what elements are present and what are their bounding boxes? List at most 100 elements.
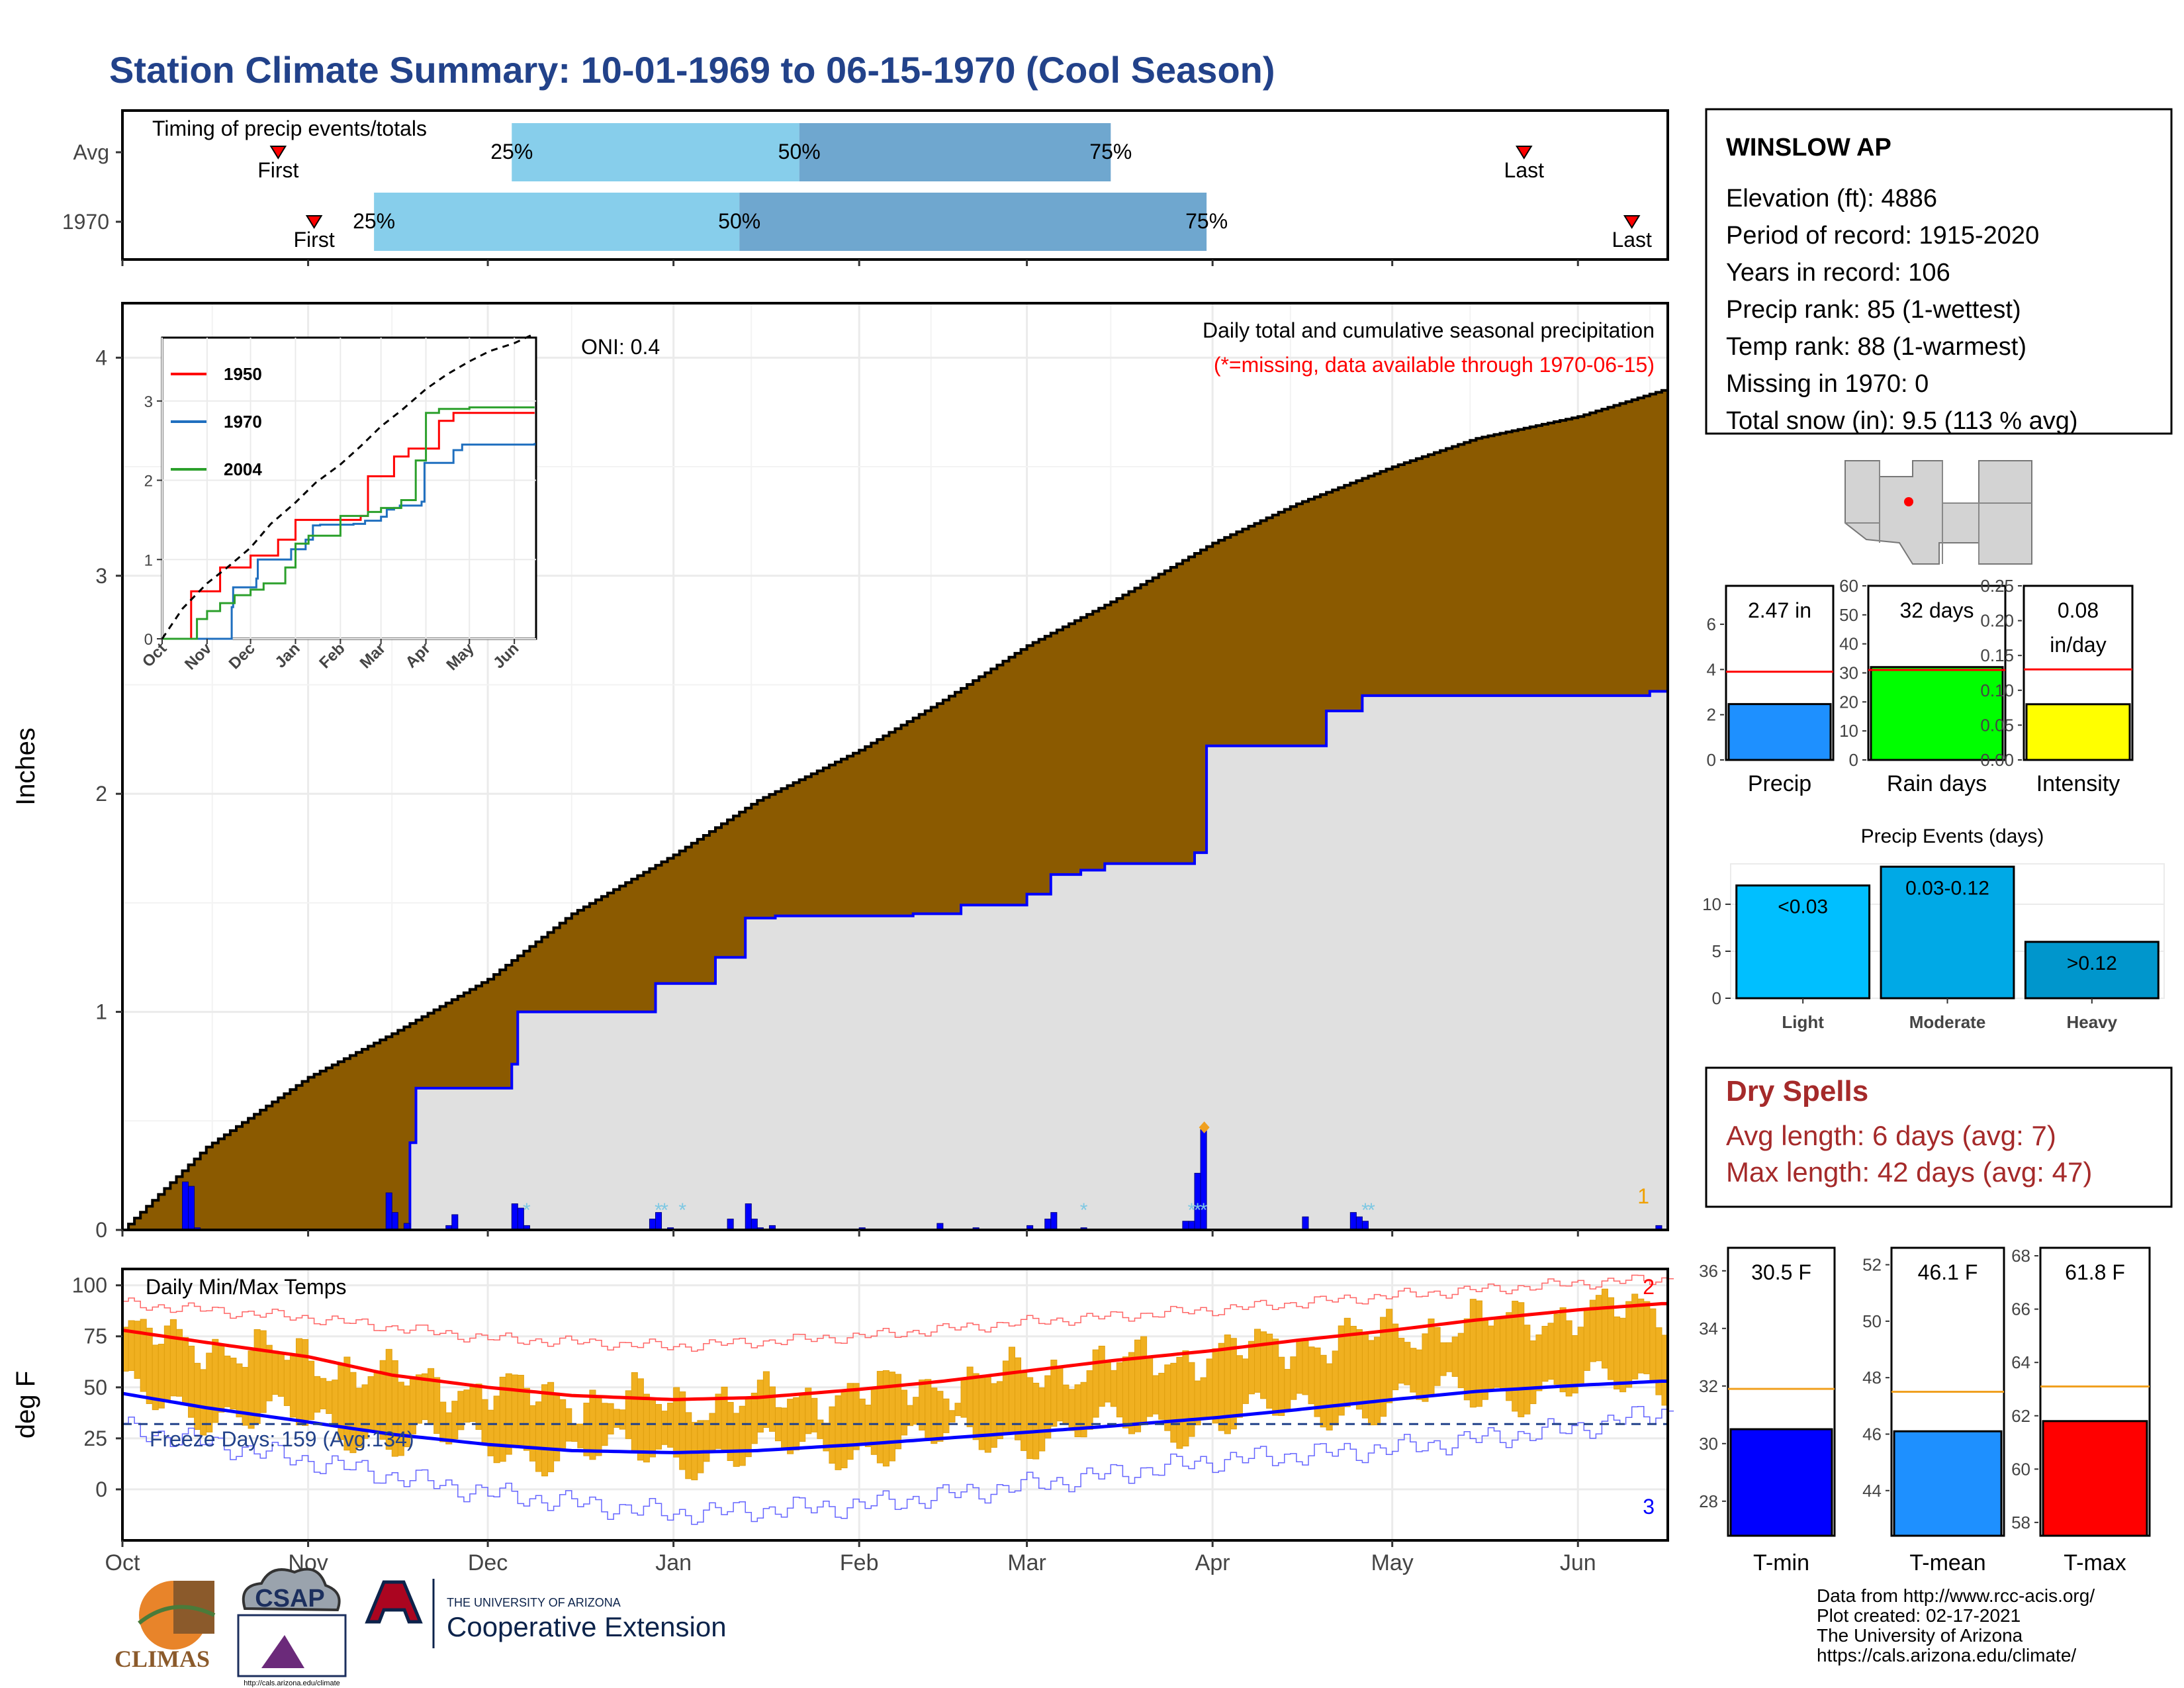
summary-bar-y-label: 0.10 bbox=[1980, 680, 2014, 700]
last-label: Last bbox=[1504, 158, 1545, 182]
ua-a-mark bbox=[365, 1580, 423, 1624]
avg-max-line bbox=[122, 1301, 1668, 1401]
daily-temp-bar bbox=[283, 1360, 291, 1406]
climas-swoosh bbox=[138, 1605, 216, 1625]
daily-temp-bar bbox=[511, 1374, 518, 1448]
daily-temp-bar bbox=[493, 1395, 500, 1464]
events-category-label: Light bbox=[1782, 1012, 1824, 1032]
daily-temp-bar bbox=[829, 1406, 836, 1464]
daily-temp-bar bbox=[661, 1411, 668, 1445]
daily-temp-bar bbox=[1481, 1319, 1488, 1400]
daily-precip-bar bbox=[182, 1182, 189, 1231]
oni-label: ONI: 0.4 bbox=[581, 335, 660, 359]
precip-axes: 0 1 2 3 4 bbox=[95, 346, 1579, 1242]
daily-temp-bar bbox=[1242, 1358, 1249, 1404]
daily-temp-bar bbox=[1206, 1358, 1213, 1418]
daily-temp-bar bbox=[1272, 1338, 1279, 1416]
temp-y-label: 75 bbox=[83, 1325, 107, 1348]
summary-bar-value-label-2: in/day bbox=[2050, 633, 2106, 657]
daily-temp-bar bbox=[984, 1376, 991, 1453]
timing-bar-q50-q75 bbox=[799, 123, 1111, 181]
daily-temp-bar bbox=[739, 1405, 746, 1466]
summary-bar-y-label: 50 bbox=[1839, 605, 1858, 625]
record-low-line bbox=[122, 1405, 1674, 1525]
daily-temp-bar bbox=[1176, 1356, 1183, 1449]
daily-temp-bar bbox=[679, 1391, 686, 1470]
events-bar-label: 0.03-0.12 bbox=[1905, 877, 1989, 899]
timing-bar-q25-q50 bbox=[512, 123, 799, 181]
daily-temp-bar bbox=[1524, 1325, 1531, 1415]
daily-temp-bar bbox=[1284, 1369, 1291, 1409]
daily-temp-bar bbox=[134, 1321, 141, 1379]
csap-cloud bbox=[242, 1568, 341, 1612]
daily-precip-bar bbox=[1044, 1219, 1052, 1231]
daily-temp-bar bbox=[936, 1391, 944, 1442]
daily-precip-bar bbox=[1302, 1216, 1309, 1231]
summary-bar-y-label: 0 bbox=[1849, 750, 1858, 770]
daily-temp-bar bbox=[685, 1412, 692, 1479]
daily-temp-bar bbox=[655, 1404, 662, 1450]
daily-temp-bar bbox=[1098, 1345, 1105, 1407]
daily-temp-bar bbox=[332, 1380, 339, 1426]
daily-temp-bar bbox=[649, 1399, 656, 1458]
inset-x-label: May bbox=[443, 639, 478, 675]
daily-temp-bar bbox=[1086, 1370, 1093, 1430]
temp-frame bbox=[121, 1268, 1669, 1542]
daily-temp-bar bbox=[1038, 1387, 1046, 1452]
daily-temp-bar bbox=[230, 1358, 237, 1410]
daily-temp-bar bbox=[1026, 1377, 1034, 1459]
precip-y-label: 2 bbox=[95, 782, 107, 806]
summary-bar-category: Intensity bbox=[2036, 771, 2120, 796]
dry-spells-title: Dry Spells bbox=[1726, 1075, 1868, 1107]
daily-temp-bar bbox=[972, 1373, 979, 1440]
daily-temp-bar bbox=[1487, 1325, 1495, 1392]
daily-temp-bar bbox=[1050, 1360, 1058, 1427]
station-name: WINSLOW AP bbox=[1726, 134, 1891, 162]
summary-bar-y-label: 0 bbox=[1707, 750, 1716, 770]
daily-temp-bar bbox=[271, 1350, 279, 1395]
avg-cumulative-line bbox=[122, 389, 1668, 1231]
daily-temp-bar bbox=[1343, 1317, 1351, 1407]
daily-temp-bar bbox=[1128, 1352, 1136, 1434]
csap-mountain bbox=[261, 1635, 304, 1668]
events-y-label: 0 bbox=[1712, 988, 1721, 1008]
temp-title: Daily Min/Max Temps bbox=[146, 1275, 346, 1299]
daily-temp-bar bbox=[931, 1387, 938, 1444]
daily-temp-bar bbox=[1308, 1346, 1315, 1405]
temp-x-label: Jun bbox=[1560, 1550, 1596, 1575]
daily-temp-bar bbox=[451, 1401, 459, 1440]
precip-y-label: 3 bbox=[95, 564, 107, 588]
daily-temp-bar bbox=[913, 1397, 920, 1425]
daily-temp-bar bbox=[517, 1374, 524, 1446]
summary-bar-y-label: 6 bbox=[1707, 614, 1716, 634]
timing-label-50: 50% bbox=[778, 140, 821, 164]
daily-temp-bar bbox=[265, 1344, 273, 1401]
max-precip-marker bbox=[1199, 1121, 1210, 1134]
daily-temp-bar bbox=[1116, 1362, 1123, 1418]
daily-temp-bar bbox=[146, 1327, 153, 1404]
daily-temp-bar bbox=[1500, 1316, 1507, 1391]
precip-y-label: 1 bbox=[95, 1000, 107, 1024]
temp-max-count: 2 bbox=[1643, 1275, 1655, 1299]
summary-bar-y-label: 44 bbox=[1862, 1481, 1882, 1501]
daily-temp-bar bbox=[781, 1407, 788, 1451]
daily-temp-bar bbox=[200, 1369, 207, 1436]
footer-line-4: https://cals.arizona.edu/climate/ bbox=[1817, 1645, 2076, 1665]
daily-temp-bar bbox=[942, 1398, 950, 1433]
daily-temp-bar bbox=[1200, 1377, 1207, 1418]
daily-temp-bar bbox=[954, 1403, 962, 1417]
daily-temp-bar bbox=[901, 1389, 908, 1436]
daily-temp-bar bbox=[1134, 1339, 1142, 1432]
daily-temp-bar bbox=[475, 1383, 482, 1430]
summary-bar-y-label: 68 bbox=[2011, 1246, 2030, 1266]
temp-x-label: Dec bbox=[468, 1550, 508, 1575]
station-info-box: WINSLOW AP Elevation (ft): 4886 Period of… bbox=[1705, 108, 2173, 435]
daily-temp-bar bbox=[1422, 1333, 1429, 1402]
precip-title: Daily total and cumulative seasonal prec… bbox=[1203, 318, 1655, 342]
temp-x-label: Feb bbox=[840, 1550, 879, 1575]
summary-bar-y-label: 30 bbox=[1839, 663, 1858, 683]
timing-row-label: Avg bbox=[73, 140, 109, 164]
daily-temp-bar bbox=[1110, 1370, 1117, 1407]
first-marker bbox=[269, 146, 287, 160]
